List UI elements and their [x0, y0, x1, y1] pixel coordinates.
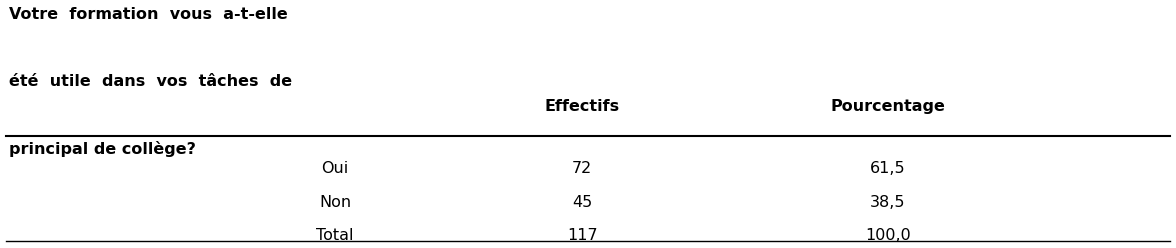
Text: 72: 72 [572, 161, 593, 176]
Text: été  utile  dans  vos  tâches  de: été utile dans vos tâches de [9, 74, 293, 89]
Text: Effectifs: Effectifs [544, 99, 620, 114]
Text: 100,0: 100,0 [866, 228, 910, 243]
Text: principal de collège?: principal de collège? [9, 141, 196, 157]
Text: 117: 117 [567, 228, 597, 243]
Text: Votre  formation  vous  a-t-elle: Votre formation vous a-t-elle [9, 7, 288, 22]
Text: Non: Non [319, 195, 352, 210]
Text: Total: Total [316, 228, 354, 243]
Text: 38,5: 38,5 [870, 195, 906, 210]
Text: Pourcentage: Pourcentage [830, 99, 946, 114]
Text: Oui: Oui [321, 161, 349, 176]
Text: 45: 45 [572, 195, 593, 210]
Text: 61,5: 61,5 [870, 161, 906, 176]
